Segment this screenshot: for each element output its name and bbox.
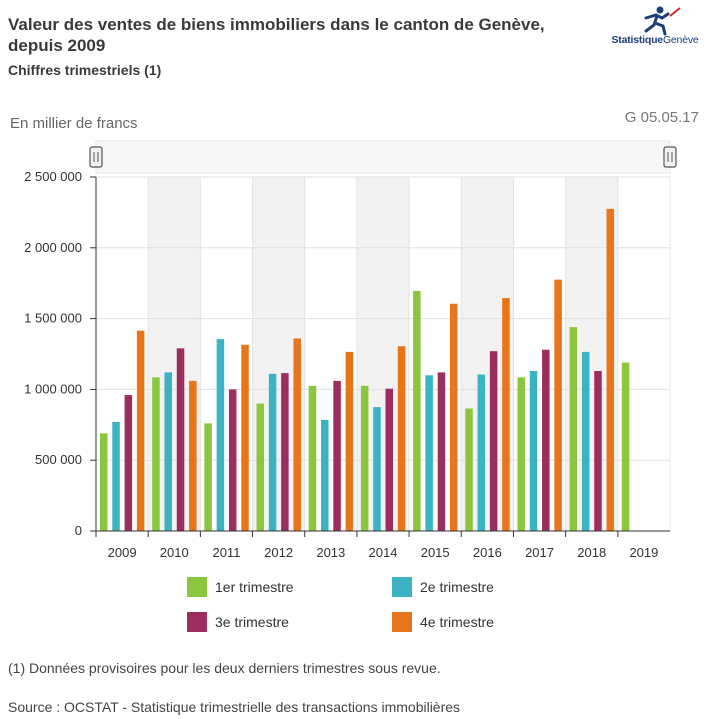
- range-handle-right[interactable]: [663, 146, 677, 168]
- runner-logo-icon: [644, 6, 681, 36]
- legend-swatch-q2: [392, 577, 412, 597]
- x-tick-label: 2016: [473, 545, 502, 560]
- source-note: Source : OCSTAT - Statistique trimestrie…: [8, 699, 461, 715]
- chart-code: G 05.05.17: [624, 109, 699, 126]
- bar-q2-2011: [216, 339, 225, 531]
- x-tick-label: 2015: [421, 545, 450, 560]
- legend-label-q4: 4e trimestre: [420, 614, 494, 630]
- page-subtitle: Chiffres trimestriels (1): [8, 62, 162, 78]
- x-tick-label: 2014: [369, 545, 398, 560]
- legend-item-q4[interactable]: 4e trimestre: [392, 612, 494, 632]
- bar-q1-2017: [517, 377, 525, 531]
- x-tick-label: 2011: [212, 545, 240, 560]
- legend-swatch-q1: [187, 577, 207, 597]
- bar-q2-2015: [425, 375, 433, 531]
- x-tick-label: 2013: [316, 545, 345, 560]
- legend-swatch-q3: [187, 612, 207, 632]
- y-tick-label: 1 500 000: [24, 311, 82, 326]
- bar-chart: 0 500 000 1 000 000 1 500 000 2 000 000 2 500…: [24, 140, 677, 560]
- y-tick-label: 500 000: [35, 452, 82, 467]
- bar-q3-2014: [385, 388, 394, 531]
- bar-q1-2013: [308, 385, 317, 531]
- bar-q4-2016: [502, 298, 510, 531]
- statistique-geneve-logo[interactable]: StatistiqueGenève: [610, 4, 700, 48]
- y-tick-label: 2 500 000: [24, 169, 82, 184]
- legend-label-q3: 3e trimestre: [215, 614, 289, 630]
- y-tick-label: 1 000 000: [24, 381, 82, 396]
- bar-q3-2011: [228, 389, 237, 531]
- bar-q4-2015: [449, 303, 458, 531]
- bar-q4-2018: [606, 208, 615, 532]
- x-tick-label: 2017: [525, 545, 554, 560]
- legend-label-q2: 2e trimestre: [420, 579, 494, 595]
- logo-text: StatistiqueGenève: [611, 34, 699, 46]
- bar-q1-2012: [256, 403, 265, 531]
- bar-q2-2016: [477, 374, 486, 531]
- bar-q1-2015: [413, 290, 421, 531]
- x-tick-label: 2012: [264, 545, 293, 560]
- bar-q4-2011: [241, 344, 249, 531]
- bar-q1-2010: [152, 377, 160, 531]
- footnote: (1) Données provisoires pour les deux de…: [8, 660, 441, 676]
- bar-q3-2017: [542, 349, 550, 531]
- bar-q2-2009: [112, 421, 120, 531]
- bar-q1-2016: [465, 408, 473, 531]
- bar-q1-2014: [360, 385, 369, 531]
- bar-q3-2015: [437, 372, 446, 531]
- bar-q2-2013: [321, 419, 329, 531]
- legend-item-q1[interactable]: 1er trimestre: [187, 577, 294, 597]
- legend-item-q2[interactable]: 2e trimestre: [392, 577, 494, 597]
- page-title: Valeur des ventes de biens immobiliers d…: [8, 15, 545, 55]
- bar-q4-2014: [397, 346, 406, 531]
- unit-label: En millier de francs: [10, 115, 138, 132]
- bar-q3-2018: [594, 370, 602, 531]
- legend-swatch-q4: [392, 612, 412, 632]
- range-handle-left[interactable]: [89, 146, 103, 168]
- bar-q3-2010: [176, 348, 185, 531]
- legend-label-q1: 1er trimestre: [215, 579, 294, 595]
- x-tick-label: 2018: [577, 545, 606, 560]
- bar-q1-2009: [100, 433, 108, 531]
- bar-q1-2019: [621, 362, 630, 531]
- legend-item-q3[interactable]: 3e trimestre: [187, 612, 289, 632]
- bar-q2-2012: [268, 373, 277, 531]
- bar-q4-2009: [136, 330, 145, 531]
- range-navigator: [95, 140, 671, 174]
- bar-q4-2017: [554, 279, 562, 531]
- bar-q1-2018: [569, 327, 578, 531]
- bar-q2-2018: [581, 351, 590, 531]
- x-tick-label: 2019: [629, 545, 658, 560]
- legend: 1er trimestre 2e trimestre 3e trimestre …: [0, 572, 707, 642]
- bar-q3-2009: [124, 395, 133, 531]
- x-tick-label: 2010: [160, 545, 189, 560]
- bar-q3-2013: [333, 380, 341, 531]
- x-tick-label: 2009: [108, 545, 137, 560]
- bar-q1-2011: [204, 423, 212, 531]
- bar-q4-2010: [189, 380, 197, 531]
- y-tick-label: 0: [75, 523, 82, 538]
- bar-q3-2012: [281, 373, 289, 531]
- bar-q2-2014: [373, 407, 381, 531]
- bar-q4-2013: [345, 351, 354, 531]
- bar-q2-2017: [529, 370, 538, 531]
- y-tick-label: 2 000 000: [24, 240, 82, 255]
- bar-q4-2012: [293, 338, 301, 531]
- bar-q3-2016: [489, 351, 498, 531]
- bar-q2-2010: [164, 372, 172, 531]
